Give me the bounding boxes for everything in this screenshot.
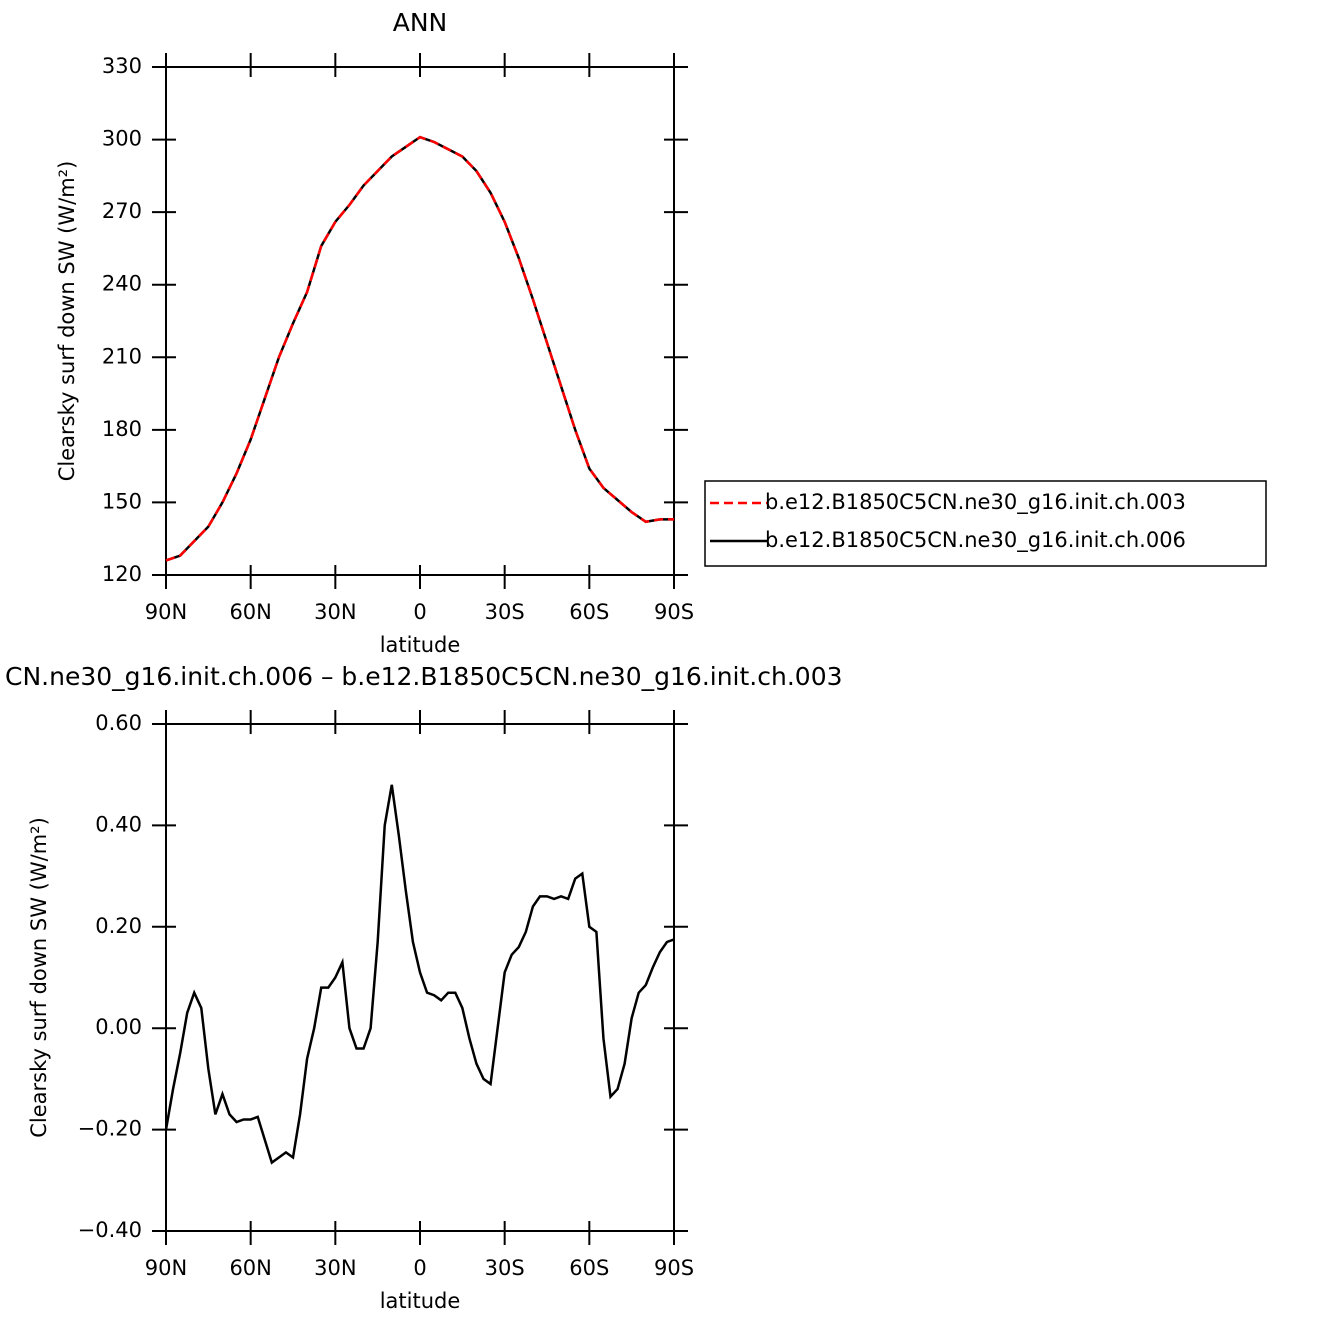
chart-title: CN.ne30_g16.init.ch.006 – b.e12.B1850C5C…: [5, 662, 843, 691]
y-tick-label: 270: [102, 199, 142, 223]
y-axis-label: Clearsky surf down SW (W/m²): [55, 161, 79, 482]
x-tick-label: 90N: [145, 600, 187, 624]
y-tick-label: 0.40: [95, 812, 142, 836]
plot-frame: [165, 66, 675, 576]
x-tick-label: 60N: [229, 1256, 271, 1280]
y-tick-label: 0.20: [95, 914, 142, 938]
legend-box: [704, 480, 1267, 567]
x-tick-label: 30N: [314, 600, 356, 624]
x-axis-label: latitude: [380, 633, 461, 657]
x-tick-label: 30N: [314, 1256, 356, 1280]
x-tick-label: 0: [413, 600, 426, 624]
legend-label: b.e12.B1850C5CN.ne30_g16.init.ch.003: [765, 490, 1186, 515]
legend-label: b.e12.B1850C5CN.ne30_g16.init.ch.006: [765, 528, 1186, 553]
y-axis-label: Clearsky surf down SW (W/m²): [27, 817, 51, 1138]
y-tick-label: 330: [102, 54, 142, 78]
x-tick-label: 90S: [654, 1256, 694, 1280]
y-tick-label: 180: [102, 417, 142, 441]
x-tick-label: 0: [413, 1256, 426, 1280]
series-line: [165, 135, 674, 562]
y-tick-label: −0.40: [78, 1218, 142, 1242]
chart-title: ANN: [393, 8, 448, 37]
y-tick-label: 240: [102, 272, 142, 296]
x-tick-label: 60S: [569, 600, 609, 624]
y-tick-label: 150: [102, 489, 142, 513]
y-tick-label: 120: [102, 562, 142, 586]
x-tick-label: 30S: [485, 1256, 525, 1280]
y-tick-label: 210: [102, 344, 142, 368]
x-tick-label: 90N: [145, 1256, 187, 1280]
x-tick-label: 30S: [485, 600, 525, 624]
x-tick-label: 60S: [569, 1256, 609, 1280]
x-tick-label: 60N: [229, 600, 271, 624]
plot-frame: [165, 723, 675, 1232]
x-axis-label: latitude: [380, 1289, 461, 1313]
y-tick-label: 0.00: [95, 1015, 142, 1039]
series-line: [164, 784, 675, 1165]
y-tick-label: 300: [102, 127, 142, 151]
series-line: [165, 135, 674, 562]
y-tick-label: 0.60: [95, 711, 142, 735]
y-tick-label: −0.20: [78, 1117, 142, 1141]
x-tick-label: 90S: [654, 600, 694, 624]
